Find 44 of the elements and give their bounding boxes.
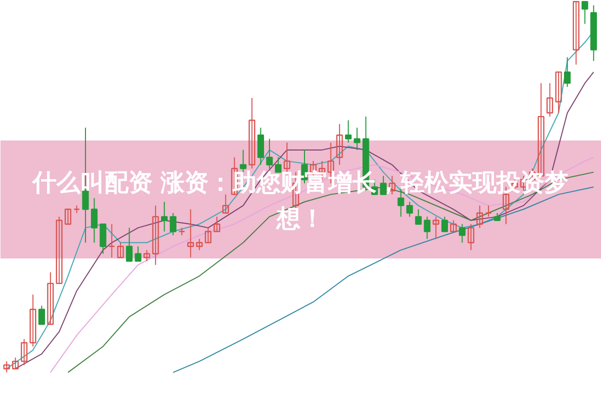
candlestick [30, 294, 36, 347]
candlestick [450, 220, 457, 232]
candlestick [161, 201, 168, 232]
candlestick [406, 201, 413, 218]
candlestick [214, 216, 220, 232]
candlestick [204, 227, 212, 244]
candlestick [126, 227, 133, 262]
candlestick [572, 1, 580, 66]
candlestick [546, 82, 554, 118]
candlestick [143, 250, 150, 262]
candlestick [432, 216, 440, 240]
candlestick [266, 138, 273, 169]
candlestick [582, 1, 588, 24]
candlestick [187, 208, 194, 258]
candlestick [20, 338, 28, 366]
candlestick [485, 205, 492, 218]
candlestick [564, 56, 571, 88]
candlestick [424, 216, 430, 240]
candlestick [117, 242, 124, 258]
candlestick [441, 216, 448, 232]
candlestick [56, 216, 63, 284]
candlestick [100, 224, 106, 254]
candlestick [90, 198, 98, 244]
candlestick [152, 205, 159, 266]
candlestick [476, 205, 484, 228]
candlestick [38, 305, 45, 325]
candlestick [555, 71, 562, 114]
candlestick [64, 208, 72, 225]
candlestick [344, 120, 352, 144]
candlestick [134, 246, 142, 262]
candlestick [354, 127, 360, 150]
candlestick [257, 127, 264, 166]
candlestick [458, 224, 466, 244]
candlestick [468, 224, 474, 251]
candlestick [415, 208, 422, 225]
candlestick [47, 272, 54, 325]
candlestick [108, 224, 116, 258]
candlestick [196, 238, 203, 251]
candlestick [248, 98, 256, 169]
candlestick [170, 212, 176, 236]
candlestick [336, 123, 343, 166]
candlestick [12, 357, 19, 370]
candlestick [3, 360, 10, 373]
candlestick [222, 194, 229, 214]
